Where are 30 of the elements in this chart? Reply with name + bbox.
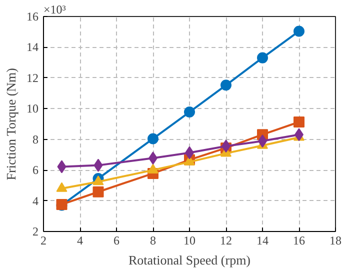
x-tick-label: 18 <box>330 234 342 248</box>
x-tick-label: 6 <box>114 234 120 248</box>
x-tick-label: 14 <box>256 234 268 248</box>
x-tick-label: 8 <box>150 234 156 248</box>
point <box>148 164 158 174</box>
point <box>57 160 66 174</box>
x-axis-title: Rotational Speed (rpm) <box>128 252 251 268</box>
y-tick-label: 16 <box>26 10 38 24</box>
x-tick-label: 16 <box>293 234 305 248</box>
x-tick-label: 12 <box>220 234 232 248</box>
y-tick-label: 14 <box>26 40 38 54</box>
x-tick-label: 4 <box>77 234 83 248</box>
point <box>294 116 304 128</box>
y-tick-label: 12 <box>26 70 38 85</box>
y-tick-label: 4 <box>32 194 38 208</box>
point <box>56 182 68 192</box>
point <box>92 186 104 198</box>
y-axis-title: Friction Torque (Nm) <box>4 68 18 180</box>
point <box>94 158 103 172</box>
x-tick-label: 10 <box>184 234 196 248</box>
point <box>220 80 232 91</box>
annotation: ×10³ <box>44 2 66 16</box>
point <box>257 52 268 64</box>
point <box>148 133 158 144</box>
y-tick-label: 8 <box>32 132 38 146</box>
point <box>294 26 304 37</box>
point <box>184 106 195 118</box>
y-tick-label: 6 <box>32 163 38 178</box>
y-tick-label: 10 <box>26 102 38 116</box>
y-tick-label: 2 <box>32 224 38 238</box>
